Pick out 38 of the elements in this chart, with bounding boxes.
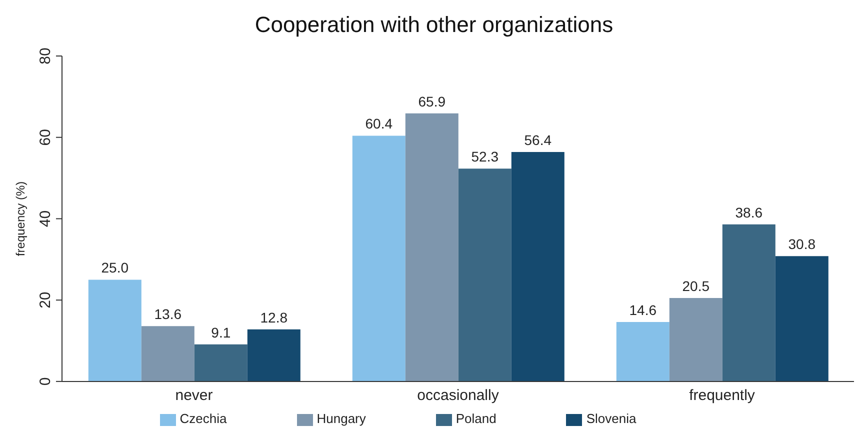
bar — [194, 344, 248, 382]
legend-label: Hungary — [316, 411, 366, 426]
bar — [405, 113, 458, 382]
data-label: 38.6 — [735, 204, 763, 220]
data-label: 14.6 — [629, 302, 657, 318]
bar — [775, 256, 828, 382]
legend-label: Czechia — [180, 411, 227, 426]
bar — [458, 168, 512, 382]
x-tick-label: never — [175, 387, 213, 404]
data-label: 12.8 — [260, 309, 288, 326]
bar — [616, 322, 670, 382]
y-tick-label: 0 — [37, 377, 54, 386]
bar — [352, 136, 406, 382]
y-axis-title: frequency (%) — [13, 181, 28, 256]
y-tick-label: 40 — [37, 210, 54, 228]
data-label: 65.9 — [418, 93, 446, 110]
x-tick-label: occasionally — [417, 387, 500, 404]
data-label: 13.6 — [154, 306, 182, 322]
data-label: 56.4 — [524, 132, 552, 148]
data-label: 25.0 — [101, 260, 129, 276]
bar — [511, 152, 564, 382]
legend-label: Slovenia — [586, 411, 636, 426]
bar — [247, 329, 300, 382]
data-label: 9.1 — [211, 324, 231, 340]
x-tick-label: frequently — [689, 387, 756, 404]
legend-label: Poland — [456, 411, 496, 426]
y-tick-label: 20 — [37, 292, 54, 308]
data-label: 52.3 — [471, 148, 499, 165]
data-label: 60.4 — [365, 116, 393, 132]
bar — [722, 224, 776, 382]
chart-title: Cooperation with other organizations — [254, 11, 614, 39]
y-tick-label: 60 — [37, 129, 54, 146]
bar — [88, 280, 142, 382]
data-label: 20.5 — [682, 278, 710, 294]
data-label: 30.8 — [788, 236, 816, 252]
bar — [669, 298, 722, 382]
y-tick-label: 80 — [37, 48, 54, 64]
bar — [141, 326, 194, 382]
